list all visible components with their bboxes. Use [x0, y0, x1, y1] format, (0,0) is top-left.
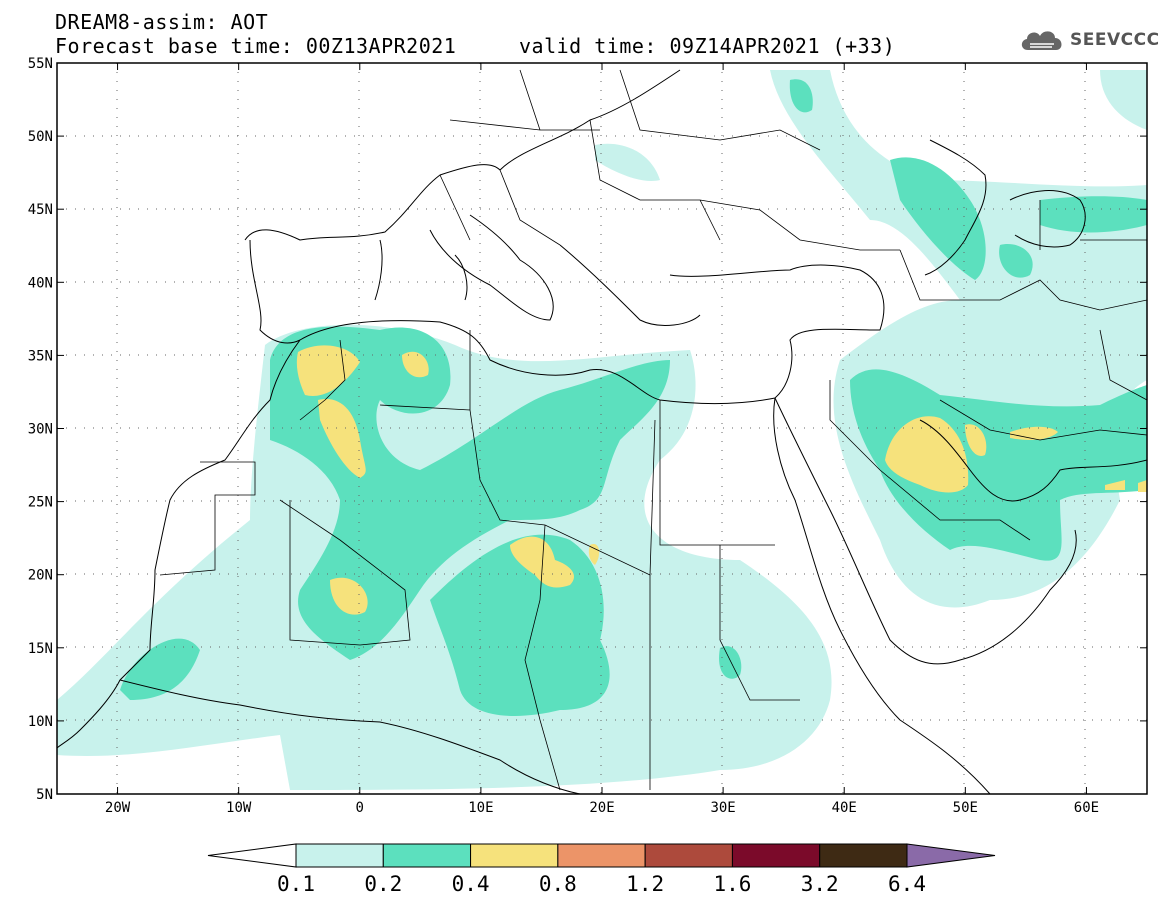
aot-contours: [57, 63, 1147, 794]
y-tick-label: 20N: [28, 568, 53, 584]
x-tick-label: 0: [356, 800, 364, 816]
colorbar-label: 0.1: [277, 872, 315, 896]
colorbar-box: [557, 843, 646, 868]
colorbar-label: 6.4: [888, 872, 926, 896]
y-tick-label: 50N: [28, 129, 53, 145]
colorbar-box: [382, 843, 472, 868]
colorbar-label: 1.6: [713, 872, 751, 896]
y-axis: 55N 50N 45N 40N 35N 30N 25N 20N 15N 10N 5N: [28, 56, 1147, 803]
x-tick-label: 20E: [589, 800, 614, 816]
y-tick-label: 25N: [28, 495, 53, 511]
x-tick-label: 30E: [710, 800, 735, 816]
aot-band-0.4: [296, 345, 1147, 615]
x-tick-label: 20W: [105, 800, 131, 816]
cloud-icon: [1021, 31, 1062, 50]
x-tick-label: 40E: [832, 800, 857, 816]
logo-text: SEEVCCC: [1070, 30, 1160, 50]
colorbar-box: [731, 843, 821, 868]
colorbar-label: 0.8: [539, 872, 577, 896]
y-tick-label: 5N: [36, 787, 53, 803]
forecast-times: Forecast base time: 00Z13APR2021 valid t…: [55, 34, 896, 58]
colorbar-box: [644, 843, 733, 868]
x-axis: 20W 10W 0 10E 20E 30E 40E 50E 60E: [105, 63, 1099, 816]
colorbar: 0.1 0.2 0.4 0.8 1.2 1.6 3.2 6.4: [207, 843, 996, 896]
colorbar-label: 0.4: [452, 872, 490, 896]
y-tick-label: 40N: [28, 275, 53, 291]
country-borders: [159, 69, 1147, 791]
colorbar-box: [470, 843, 559, 868]
colorbar-max-arrow: [906, 843, 996, 868]
x-tick-label: 60E: [1074, 800, 1099, 816]
colorbar-box: [819, 843, 908, 868]
x-tick-label: 10E: [468, 800, 493, 816]
colorbar-label: 0.2: [364, 872, 402, 896]
colorbar-label: 1.2: [626, 872, 664, 896]
x-tick-label: 50E: [953, 800, 978, 816]
colorbar-label: 3.2: [801, 872, 839, 896]
seevccc-logo: SEEVCCC: [1018, 26, 1160, 54]
y-tick-label: 35N: [28, 348, 53, 364]
y-tick-label: 10N: [28, 714, 53, 730]
colorbar-min-arrow: [207, 843, 297, 868]
y-tick-label: 55N: [28, 56, 53, 72]
y-tick-label: 15N: [28, 641, 53, 657]
y-tick-label: 45N: [28, 202, 53, 218]
colorbar-box: [295, 843, 384, 868]
x-tick-label: 10W: [226, 800, 252, 816]
map-title: DREAM8-assim: AOT: [55, 10, 269, 34]
y-tick-label: 30N: [28, 422, 53, 438]
coastlines: [57, 69, 1147, 794]
